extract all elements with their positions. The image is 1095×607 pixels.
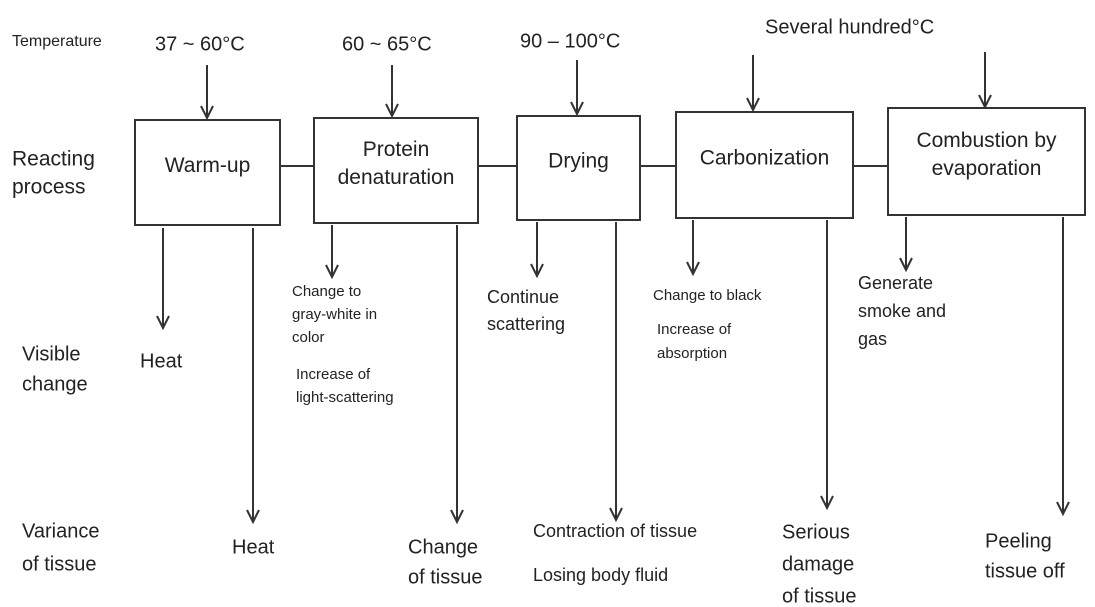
temperature: Several hundred°C — [765, 16, 934, 38]
tissue-variance: Change — [408, 536, 478, 558]
visible-change: Change to black — [653, 287, 762, 304]
process-box — [313, 117, 479, 224]
visible-change: Increase of — [296, 366, 371, 383]
tissue-variance: tissue off — [985, 560, 1065, 582]
process-name: Drying — [548, 150, 609, 173]
tissue-variance: Losing body fluid — [533, 565, 668, 585]
visible-change: Heat — [140, 350, 183, 372]
arrow-head — [609, 507, 623, 523]
process-box — [516, 115, 641, 221]
visible-change: scattering — [487, 314, 565, 334]
arrow-head — [820, 495, 834, 511]
row-label: change — [22, 373, 88, 395]
visible-change: Increase of — [657, 321, 732, 338]
process-box — [675, 111, 854, 219]
visible-change: light-scattering — [296, 389, 394, 406]
arrow-head — [385, 103, 399, 119]
row-label: of tissue — [22, 553, 96, 575]
arrow-head — [530, 263, 544, 279]
temperature: 60 ~ 65°C — [342, 33, 432, 55]
arrow-head — [899, 257, 913, 273]
visible-change: smoke and — [858, 301, 946, 321]
visible-change: Generate — [858, 273, 933, 293]
tissue-variance: Heat — [232, 536, 275, 558]
row-label: Reacting — [12, 148, 95, 171]
arrow-head — [570, 101, 584, 117]
arrow-head — [325, 264, 339, 280]
visible-change: absorption — [657, 345, 727, 362]
process-box — [134, 119, 281, 226]
visible-change: Change to — [292, 283, 361, 300]
visible-change: Continue — [487, 287, 559, 307]
tissue-variance: Serious — [782, 521, 850, 543]
process-name: Combustion by — [916, 129, 1057, 152]
visible-change: gray-white in — [292, 306, 377, 323]
temperature: 37 ~ 60°C — [155, 33, 245, 55]
process-name: Warm-up — [165, 154, 251, 177]
arrow-head — [156, 315, 170, 331]
visible-change: color — [292, 329, 325, 346]
row-label: Temperature — [12, 33, 102, 50]
row-label: Variance — [22, 520, 99, 542]
tissue-variance: of tissue — [408, 566, 482, 588]
tissue-variance: Peeling — [985, 530, 1052, 552]
arrow-head — [450, 509, 464, 525]
visible-change: gas — [858, 329, 887, 349]
process-box — [887, 107, 1086, 216]
arrow-head — [746, 97, 760, 113]
tissue-variance: damage — [782, 553, 854, 575]
process-name: denaturation — [338, 166, 455, 189]
tissue-variance: of tissue — [782, 585, 856, 607]
arrow-head — [686, 261, 700, 277]
process-name: Carbonization — [700, 147, 830, 170]
process-name: evaporation — [932, 157, 1042, 180]
arrow-head — [1056, 501, 1070, 517]
temperature: 90 – 100°C — [520, 30, 620, 52]
tissue-variance: Contraction of tissue — [533, 521, 697, 541]
process-name: Protein — [363, 138, 430, 161]
arrow-head — [200, 105, 214, 121]
arrow-head — [246, 509, 260, 525]
row-label: Visible — [22, 343, 81, 365]
row-label: process — [12, 176, 86, 199]
